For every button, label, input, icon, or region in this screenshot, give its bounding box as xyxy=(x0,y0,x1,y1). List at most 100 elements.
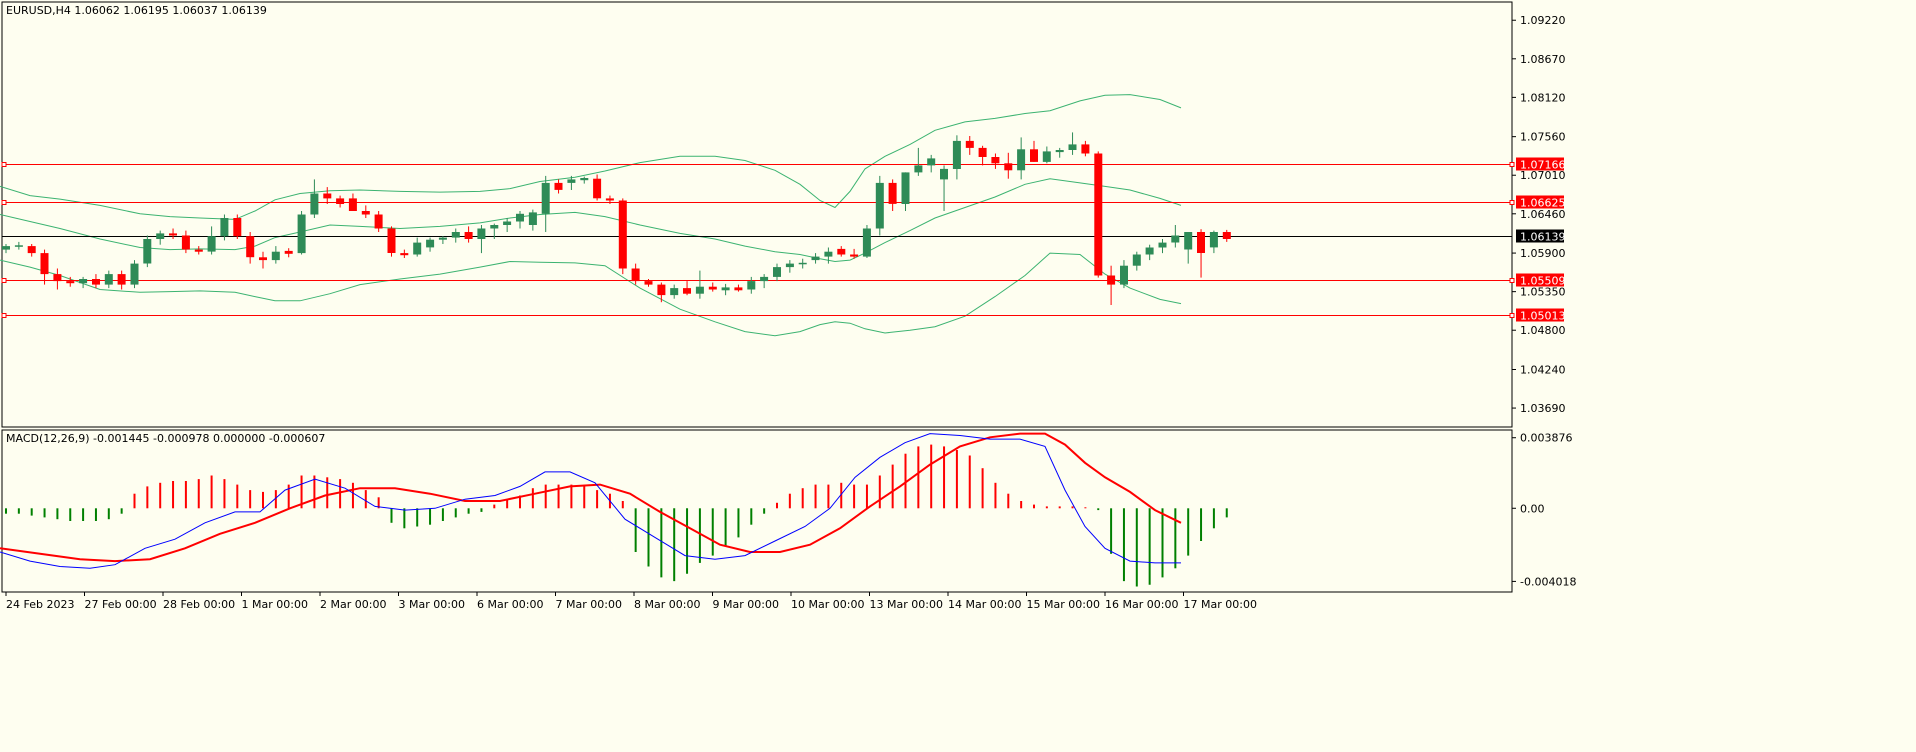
time-tick-label: 28 Feb 00:00 xyxy=(163,598,235,611)
hline-price-tag-2 xyxy=(1516,273,1564,287)
candle xyxy=(220,214,229,241)
candle xyxy=(503,218,512,232)
candle-body xyxy=(66,281,75,284)
candle xyxy=(695,270,704,299)
hline-handle-right-1 xyxy=(1509,200,1515,205)
candle-body xyxy=(773,267,781,277)
price-tick-label: 1.07010 xyxy=(1520,169,1566,182)
candle-body xyxy=(747,281,756,290)
hline-handle-right-2 xyxy=(1509,278,1515,283)
candle-body xyxy=(246,236,255,258)
candle xyxy=(952,135,961,180)
candle-body xyxy=(657,284,666,296)
candle-body xyxy=(27,246,36,254)
candle xyxy=(374,211,383,232)
candle xyxy=(927,154,936,173)
horizontal-lines[interactable]: 1.07166 1.06625 1.05509 1.05013 1.06139 xyxy=(1,157,1566,323)
hline-price-label-1: 1.06625 xyxy=(1520,197,1566,210)
candle xyxy=(1209,230,1218,254)
candle xyxy=(1055,147,1064,158)
candle-body xyxy=(490,225,499,229)
candle-body xyxy=(901,172,910,204)
candle xyxy=(940,165,948,211)
candle xyxy=(644,279,653,287)
candle xyxy=(130,260,139,289)
candle-body xyxy=(40,253,49,275)
hline-handle-right-0 xyxy=(1509,162,1515,167)
candle xyxy=(66,276,75,287)
candle-body xyxy=(670,288,679,296)
macd-signal-line xyxy=(0,432,1182,563)
candle xyxy=(862,225,871,258)
candle-body xyxy=(1094,153,1103,276)
candle-body xyxy=(374,214,383,229)
time-tick-label: 6 Mar 00:00 xyxy=(477,598,543,611)
candle xyxy=(1145,244,1154,261)
candle-body xyxy=(1197,232,1205,253)
time-tick-label: 13 Mar 00:00 xyxy=(870,598,943,611)
candle-body xyxy=(169,233,177,236)
candle xyxy=(451,228,460,243)
candle-body xyxy=(567,179,576,183)
candle xyxy=(92,274,100,289)
candle xyxy=(1030,140,1038,162)
candle xyxy=(824,247,833,264)
candle xyxy=(875,175,884,236)
candle-body xyxy=(952,140,961,169)
candle xyxy=(464,226,473,243)
candle xyxy=(1120,260,1128,289)
candle xyxy=(104,270,113,289)
candle-body xyxy=(1184,232,1193,250)
candle-body xyxy=(850,254,859,257)
candle-body xyxy=(220,218,229,237)
hline-price-tag-3 xyxy=(1516,308,1564,322)
time-tick-label: 17 Mar 00:00 xyxy=(1184,598,1257,611)
candle-body xyxy=(978,147,987,157)
candle-body xyxy=(1055,150,1064,153)
candle xyxy=(169,228,177,239)
candle-body xyxy=(631,268,640,282)
candle xyxy=(79,276,88,289)
candle-body xyxy=(1017,149,1026,171)
candle-body xyxy=(940,168,948,180)
candle-body xyxy=(541,182,550,214)
candle-body xyxy=(1068,144,1077,150)
candle-body xyxy=(837,248,846,255)
candle-body xyxy=(708,286,717,290)
candle-body xyxy=(1081,144,1090,154)
candle xyxy=(1042,146,1051,164)
candle-body xyxy=(862,228,871,257)
candle-body xyxy=(516,213,524,222)
candle-body xyxy=(644,281,653,285)
candle xyxy=(605,195,614,204)
candle xyxy=(438,236,447,244)
candle xyxy=(246,232,255,264)
candle xyxy=(657,282,666,303)
macd-indicator: 0.003876 0.00 -0.004018 xyxy=(0,432,1576,588)
candle xyxy=(361,205,370,218)
macd-main-line xyxy=(0,433,1181,569)
candle-body xyxy=(130,263,139,285)
candle xyxy=(1184,232,1193,264)
price-tick-label: 1.05350 xyxy=(1520,286,1566,299)
candle xyxy=(1081,140,1090,157)
candle-body xyxy=(824,251,833,257)
candle-body xyxy=(1004,163,1013,171)
time-tick-label: 14 Mar 00:00 xyxy=(948,598,1021,611)
candle xyxy=(1107,265,1116,305)
candle-body xyxy=(438,237,447,240)
candle-body xyxy=(143,239,152,264)
hline-handle-left-0 xyxy=(1,162,7,167)
candle xyxy=(1068,132,1077,155)
hline-price-tag-1 xyxy=(1516,195,1564,209)
bollinger-upper-line xyxy=(0,94,1182,220)
candle xyxy=(785,260,794,273)
time-tick-label: 24 Feb 2023 xyxy=(6,598,74,611)
candle xyxy=(387,226,396,257)
candle xyxy=(760,274,769,289)
candles xyxy=(2,132,1231,305)
candle-body xyxy=(2,246,10,250)
